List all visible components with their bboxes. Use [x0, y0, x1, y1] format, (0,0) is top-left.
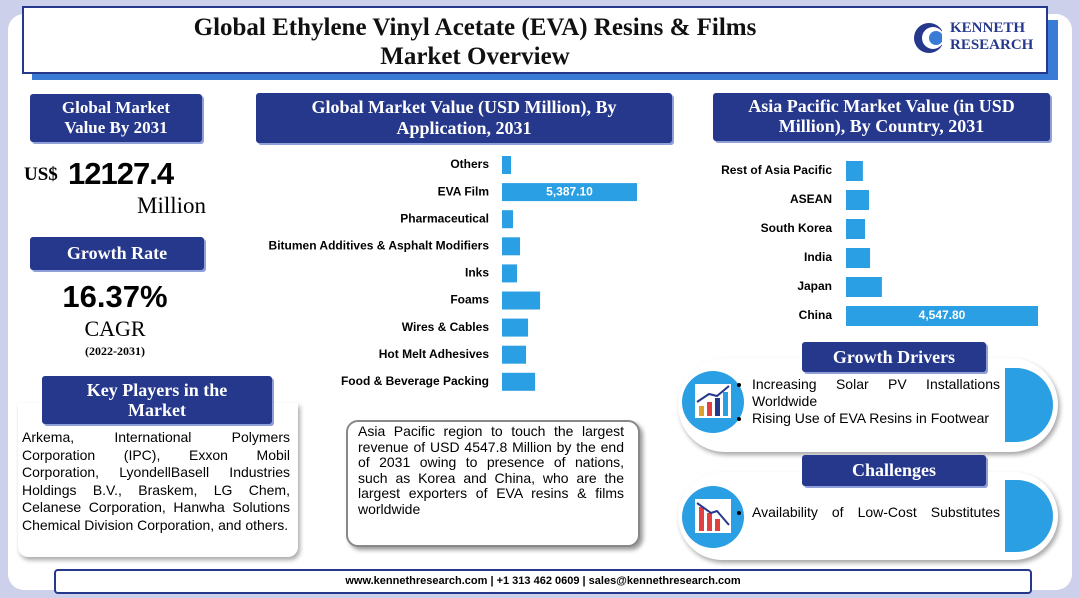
category-label: Hot Melt Adhesives [379, 347, 490, 361]
bar [502, 210, 514, 229]
bar [502, 372, 536, 391]
bar [846, 161, 863, 181]
drivers-heading: Growth Drivers [802, 342, 986, 372]
bar [502, 183, 637, 202]
bar [846, 248, 871, 268]
note: Asia Pacific region to touch the largest… [346, 420, 640, 547]
footer: www.kennethresearch.com | +1 313 462 060… [54, 569, 1032, 594]
category-label: Wires & Cables [402, 320, 490, 334]
title-line: Market Overview [380, 43, 570, 70]
value-label: 4,547.80 [919, 308, 966, 322]
list-item: Rising Use of EVA Resins in Footwear [752, 410, 1000, 427]
category-label: Others [450, 157, 489, 171]
bar [502, 237, 521, 256]
category-label: Pharmaceutical [400, 211, 489, 225]
title: Global Ethylene Vinyl Acetate (EVA) Resi… [22, 6, 1048, 74]
growth-heading: Growth Rate [30, 237, 204, 270]
bar [846, 306, 1038, 326]
bar [502, 264, 518, 283]
category-label: Bitumen Additives & Asphalt Modifiers [269, 238, 490, 252]
cagr: CAGR [84, 316, 146, 341]
growth-value: 16.37% [62, 279, 168, 314]
logo-text: KENNETH [950, 20, 1026, 36]
category-label: ASEAN [790, 192, 832, 206]
bar [846, 190, 870, 210]
category-label: India [804, 250, 832, 264]
key-players-text: Arkema, International Polymers Corporati… [18, 403, 298, 557]
chart-title: Asia Pacific Market Value (in USD Millio… [713, 93, 1050, 141]
market-heading: Global Market Value By 2031 [30, 94, 202, 142]
category-label: China [799, 308, 833, 322]
market-unit: Million [137, 193, 207, 218]
category-label: Foams [450, 293, 489, 307]
bar [502, 318, 529, 337]
category-label: Rest of Asia Pacific [721, 163, 832, 177]
chart-title: Global Market Value (USD Million), By Ap… [256, 93, 672, 143]
drivers-icon [682, 371, 744, 433]
category-label: South Korea [761, 221, 833, 235]
category-label: Japan [797, 279, 832, 293]
list-item: Increasing Solar PV Installations Worldw… [752, 376, 1000, 410]
logo-icon [914, 23, 942, 53]
bar [502, 291, 541, 310]
bar [502, 345, 527, 364]
market-amount: 12127.4 [68, 156, 174, 191]
title-line: Global Ethylene Vinyl Acetate (EVA) Resi… [193, 14, 757, 41]
category-label: EVA Film [438, 184, 489, 198]
challenges-heading: Challenges [802, 455, 986, 486]
logo-text: RESEARCH [950, 37, 1034, 53]
logo: KENNETH RESEARCH [950, 20, 1033, 54]
drivers-list: Increasing Solar PV Installations Worldw… [730, 376, 1000, 427]
category-label: Food & Beverage Packing [341, 374, 489, 388]
heading-line: Value By 2031 [64, 118, 168, 137]
currency: US$ [24, 164, 58, 185]
heading-line: Key Players in the [86, 380, 228, 400]
bar [846, 277, 882, 297]
challenges-list: Availability of Low-Cost Substitutes [730, 504, 1000, 521]
list-item: Availability of Low-Cost Substitutes [752, 504, 1000, 521]
heading-line: Global Market [61, 98, 171, 117]
value-label: 5,387.10 [546, 184, 593, 198]
period: (2022-2031) [85, 344, 145, 358]
challenges-icon [682, 486, 744, 548]
bar [846, 219, 865, 239]
heading-line: Market [128, 400, 186, 420]
category-label: Inks [465, 266, 489, 280]
key-players-heading: Key Players in the Market [42, 376, 272, 424]
bar [502, 156, 512, 174]
